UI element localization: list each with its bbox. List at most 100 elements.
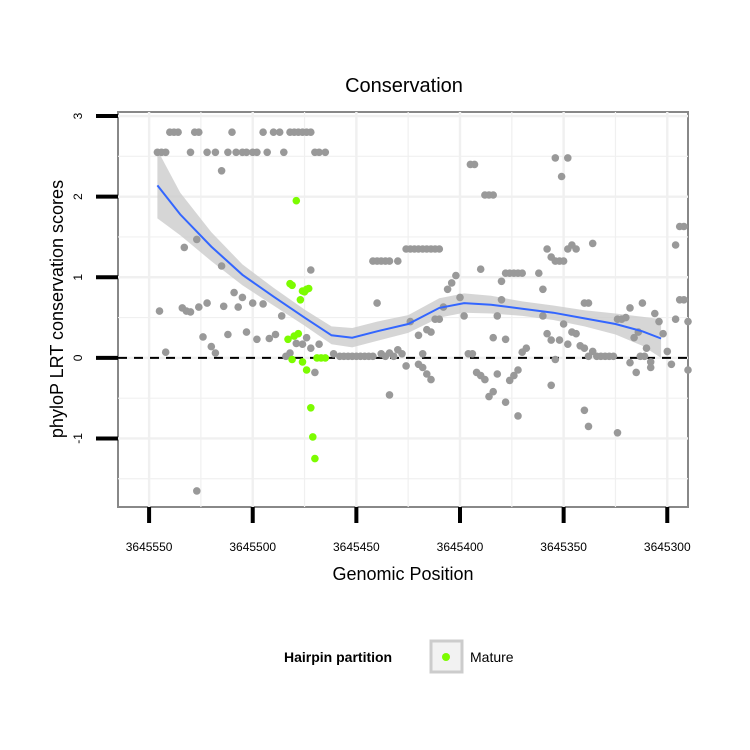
point-other xyxy=(476,265,485,274)
point-other xyxy=(161,148,170,157)
point-other xyxy=(369,352,377,361)
point-other xyxy=(242,328,251,336)
point-other xyxy=(217,167,226,175)
point-other xyxy=(435,245,444,253)
point-other xyxy=(564,154,572,162)
point-other xyxy=(584,299,593,307)
point-other xyxy=(427,328,435,336)
point-other xyxy=(275,128,284,136)
point-other xyxy=(671,241,680,249)
point-other xyxy=(547,336,555,344)
point-other xyxy=(398,350,406,358)
point-other xyxy=(522,344,531,353)
point-other xyxy=(493,370,502,378)
point-other xyxy=(253,335,261,344)
point-other xyxy=(659,329,667,338)
point-other xyxy=(626,304,634,312)
point-mature xyxy=(292,196,301,205)
point-other xyxy=(547,381,555,390)
y-tick-label: 2 xyxy=(71,193,85,200)
point-other xyxy=(277,312,286,320)
point-other xyxy=(539,285,547,294)
x-tick-label: 3645450 xyxy=(333,540,380,554)
point-other xyxy=(219,302,228,311)
point-other xyxy=(667,360,676,369)
point-other xyxy=(253,148,261,157)
point-other xyxy=(555,336,564,344)
point-other xyxy=(680,222,688,231)
point-other xyxy=(489,387,498,396)
point-other xyxy=(402,362,410,370)
point-other xyxy=(389,352,398,361)
point-other xyxy=(211,349,220,357)
point-other xyxy=(489,191,498,199)
legend: Hairpin partition Mature xyxy=(284,639,514,674)
point-other xyxy=(321,148,330,157)
point-other xyxy=(535,269,543,278)
point-other xyxy=(460,312,468,320)
point-other xyxy=(259,128,267,136)
point-other xyxy=(193,487,201,495)
point-other xyxy=(468,350,477,358)
point-other xyxy=(514,412,522,420)
point-other xyxy=(329,350,338,358)
point-other xyxy=(640,352,649,361)
point-other xyxy=(632,368,640,377)
x-tick-label: 3645400 xyxy=(437,540,484,554)
point-other xyxy=(572,245,580,253)
point-other xyxy=(501,335,510,344)
point-other xyxy=(435,315,444,324)
point-other xyxy=(572,329,580,338)
point-other xyxy=(551,154,560,162)
point-other xyxy=(551,355,560,364)
chart-title: Conservation xyxy=(345,75,463,97)
data-points xyxy=(153,128,692,495)
legend-label-mature: Mature xyxy=(470,649,514,665)
smooth-confidence-band xyxy=(157,149,662,358)
point-other xyxy=(193,235,201,244)
point-other xyxy=(427,375,435,384)
point-other xyxy=(452,271,460,280)
point-other xyxy=(518,269,526,278)
point-other xyxy=(311,368,319,377)
point-other xyxy=(271,330,280,339)
point-mature xyxy=(302,366,311,374)
point-other xyxy=(224,148,232,157)
point-other xyxy=(242,148,251,157)
point-other xyxy=(655,317,663,326)
point-other xyxy=(207,342,216,351)
point-other xyxy=(489,333,498,342)
point-other xyxy=(307,128,315,136)
x-axis: 3645550 3645500 3645450 3645400 3645350 36453… xyxy=(126,507,691,554)
point-other xyxy=(584,422,593,431)
point-other xyxy=(298,340,307,349)
point-other xyxy=(195,303,203,311)
point-other xyxy=(248,299,257,307)
grid-lines xyxy=(118,112,688,507)
point-other xyxy=(588,239,597,248)
point-mature xyxy=(288,355,296,364)
point-other xyxy=(680,296,688,304)
point-other xyxy=(543,245,551,253)
point-other xyxy=(203,148,211,157)
point-other xyxy=(497,296,506,304)
y-tick-label: 3 xyxy=(71,112,85,119)
point-other xyxy=(418,363,427,372)
point-other xyxy=(559,257,568,265)
point-other xyxy=(228,128,236,136)
point-other xyxy=(559,320,568,328)
x-tick-label: 3645550 xyxy=(126,540,173,554)
point-other xyxy=(497,277,506,286)
point-other xyxy=(373,299,381,307)
point-other xyxy=(493,312,502,320)
point-other xyxy=(447,279,456,287)
point-other xyxy=(481,375,489,384)
y-tick-label: 1 xyxy=(71,274,85,281)
point-other xyxy=(622,313,630,322)
y-axis-title: phyloP LRT conservation scores xyxy=(47,180,67,438)
point-other xyxy=(315,148,323,157)
point-other xyxy=(186,148,195,157)
point-other xyxy=(646,358,655,366)
point-other xyxy=(630,333,638,342)
